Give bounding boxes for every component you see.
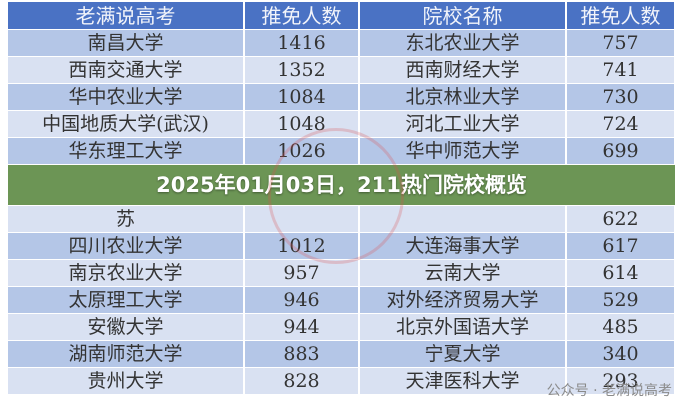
header-cell: 推免人数 [244, 2, 360, 30]
table-row: 南京农业大学 957 云南大学 614 [8, 259, 676, 287]
quota-cell: 946 [244, 286, 360, 314]
school-cell: 湖南师范大学 [8, 340, 245, 368]
quota-cell: 1048 [244, 110, 360, 138]
admission-table: 老满说高考 推免人数 院校名称 推免人数 南昌大学 1416 东北农业大学 757 西南… [8, 2, 676, 395]
header-cell: 老满说高考 [8, 2, 245, 30]
school-cell: 西南财经大学 [359, 56, 567, 84]
quota-cell: 699 [566, 137, 676, 165]
quota-cell: 741 [566, 56, 676, 84]
school-cell: 太原理工大学 [8, 286, 245, 314]
quota-cell: 957 [244, 259, 360, 287]
header-cell: 推免人数 [566, 2, 676, 30]
table-row: 湖南师范大学 883 宁夏大学 340 [8, 340, 676, 368]
table-row: 中国地质大学(武汉) 1048 河北工业大学 724 [8, 110, 676, 138]
school-cell: 华东理工大学 [8, 137, 245, 165]
table-row: 太原理工大学 946 对外经济贸易大学 529 [8, 286, 676, 314]
quota-cell [244, 205, 360, 233]
title-banner: 2025年01月03日，211热门院校概览 [8, 164, 675, 206]
school-cell: 南昌大学 [8, 29, 245, 57]
table-header: 老满说高考 推免人数 院校名称 推免人数 [8, 2, 676, 30]
header-cell: 院校名称 [359, 2, 567, 30]
school-cell: 天津医科大学 [359, 367, 567, 395]
quota-cell: 944 [244, 313, 360, 341]
table-row: 苏 622 [8, 205, 676, 233]
school-cell [359, 205, 567, 233]
quota-cell: 617 [566, 232, 676, 260]
quota-cell: 1416 [244, 29, 360, 57]
table-row: 华东理工大学 1026 华中师范大学 699 [8, 137, 676, 165]
table-row: 安徽大学 944 北京外国语大学 485 [8, 313, 676, 341]
quota-cell: 485 [566, 313, 676, 341]
school-cell: 北京林业大学 [359, 83, 567, 111]
quota-cell: 828 [244, 367, 360, 395]
school-cell: 西南交通大学 [8, 56, 245, 84]
table-row: 西南交通大学 1352 西南财经大学 741 [8, 56, 676, 84]
quota-cell: 293 [566, 367, 676, 395]
school-cell: 中国地质大学(武汉) [8, 110, 245, 138]
table-row: 贵州大学 828 天津医科大学 293 [8, 367, 676, 395]
quota-cell: 340 [566, 340, 676, 368]
school-cell: 苏 [8, 205, 245, 233]
school-cell: 云南大学 [359, 259, 567, 287]
quota-cell: 529 [566, 286, 676, 314]
quota-cell: 1084 [244, 83, 360, 111]
quota-cell: 883 [244, 340, 360, 368]
banner-title: 2025年01月03日，211热门院校概览 [156, 172, 527, 197]
school-cell: 华中师范大学 [359, 137, 567, 165]
quota-cell: 1026 [244, 137, 360, 165]
school-cell: 四川农业大学 [8, 232, 245, 260]
quota-cell: 614 [566, 259, 676, 287]
banner-cell: 2025年01月03日，211热门院校概览 [8, 164, 675, 206]
school-cell: 宁夏大学 [359, 340, 567, 368]
school-cell: 东北农业大学 [359, 29, 567, 57]
school-cell: 河北工业大学 [359, 110, 567, 138]
quota-cell: 757 [566, 29, 676, 57]
school-cell: 对外经济贸易大学 [359, 286, 567, 314]
quota-cell: 622 [566, 205, 676, 233]
school-cell: 大连海事大学 [359, 232, 567, 260]
table-row: 南昌大学 1416 东北农业大学 757 [8, 29, 676, 57]
quota-cell: 730 [566, 83, 676, 111]
school-cell: 北京外国语大学 [359, 313, 567, 341]
watermark: 公众号 · 老满说高考 [546, 383, 672, 399]
quota-cell: 1012 [244, 232, 360, 260]
table-row: 华中农业大学 1084 北京林业大学 730 [8, 83, 676, 111]
table-row: 四川农业大学 1012 大连海事大学 617 [8, 232, 676, 260]
school-cell: 南京农业大学 [8, 259, 245, 287]
quota-cell: 1352 [244, 56, 360, 84]
school-cell: 华中农业大学 [8, 83, 245, 111]
quota-cell: 724 [566, 110, 676, 138]
school-cell: 安徽大学 [8, 313, 245, 341]
school-cell: 贵州大学 [8, 367, 245, 395]
